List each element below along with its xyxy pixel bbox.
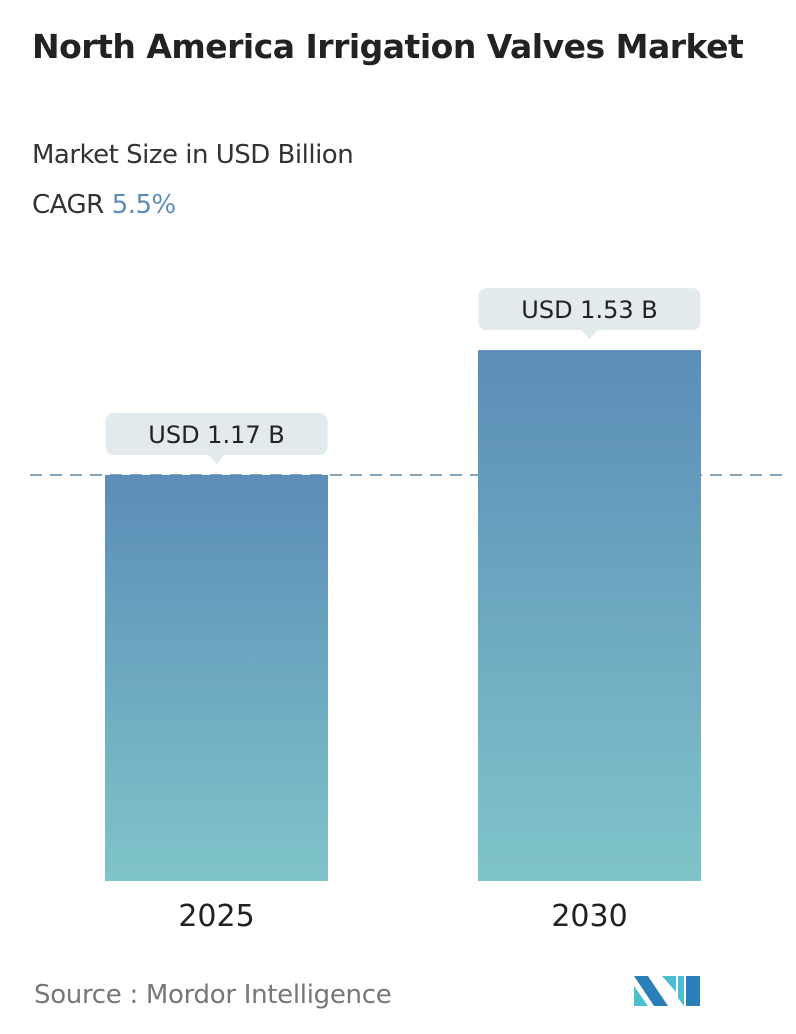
x-tick-label: 2025 xyxy=(178,899,254,934)
data-label-pointer xyxy=(581,330,598,340)
chart-title: North America Irrigation Valves Market xyxy=(32,27,744,66)
mordor-intelligence-logo xyxy=(634,976,700,1006)
source-text: Source : Mordor Intelligence xyxy=(34,980,392,1010)
data-label-pointer xyxy=(208,455,225,465)
data-label-bg xyxy=(478,288,701,331)
bar-2025 xyxy=(105,475,328,881)
data-label-bg xyxy=(105,413,328,456)
bar-chart: USD 1.17 B 2025 USD 1.53 B 2030 xyxy=(30,288,790,934)
cagr: CAGR 5.5% xyxy=(32,190,176,220)
cagr-label: CAGR xyxy=(32,190,104,220)
cagr-value: 5.5% xyxy=(111,190,177,220)
data-label: USD 1.53 B xyxy=(521,296,657,324)
data-label: USD 1.17 B xyxy=(148,421,284,449)
bar-2030 xyxy=(478,350,701,882)
x-tick-label: 2030 xyxy=(551,899,627,934)
chart-subtitle: Market Size in USD Billion xyxy=(32,140,354,170)
